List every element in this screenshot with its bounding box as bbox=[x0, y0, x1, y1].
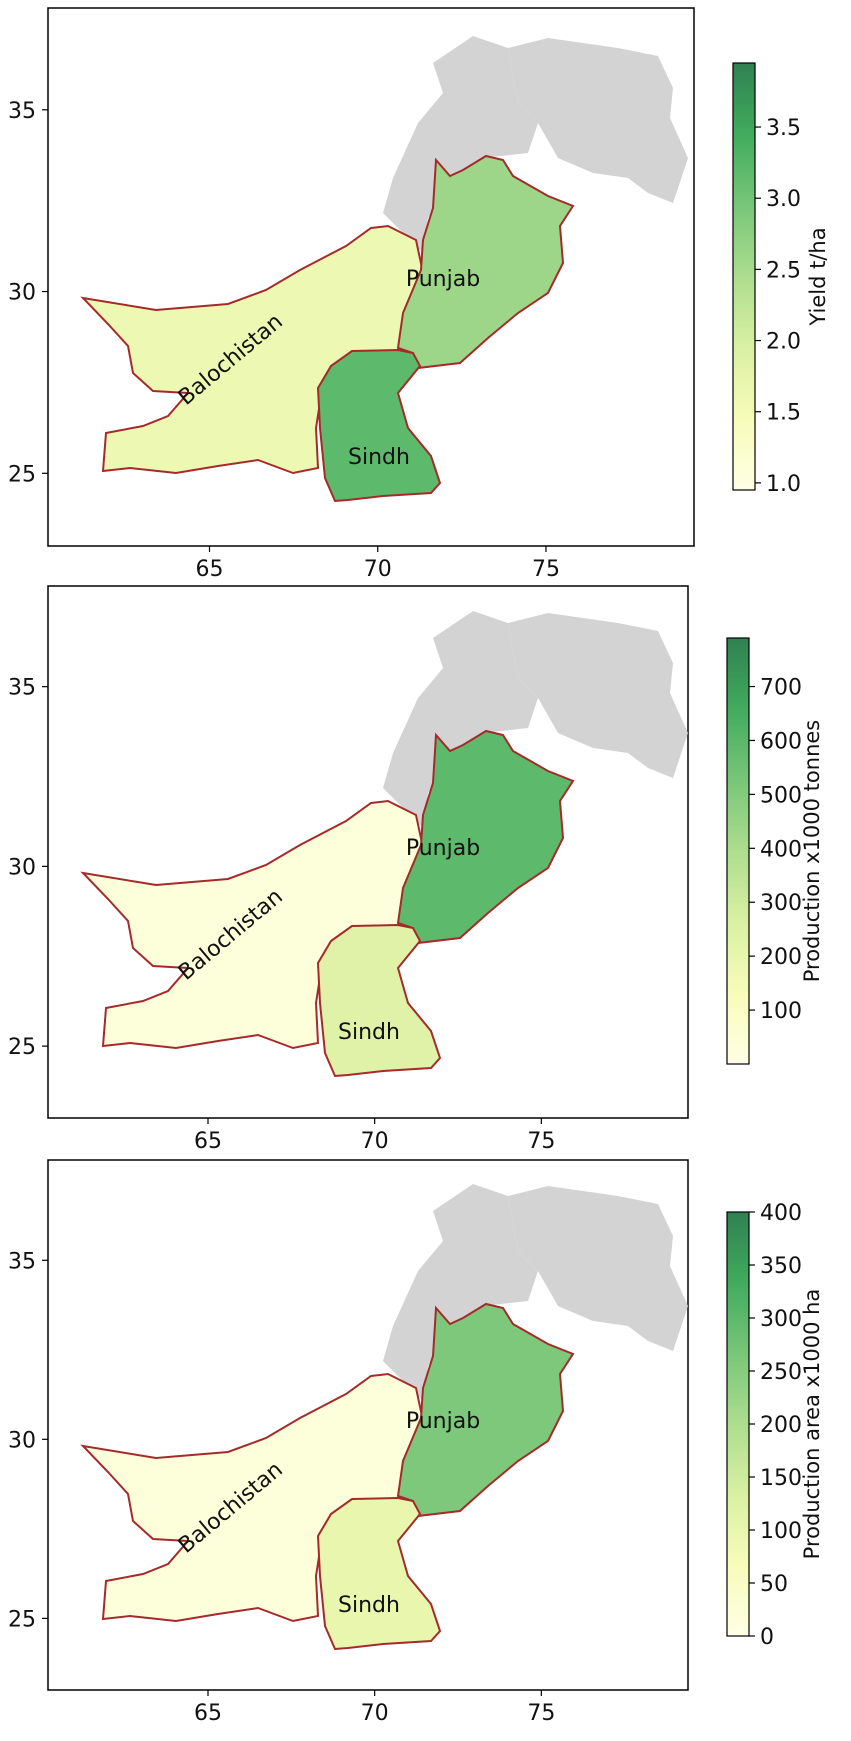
punjab-region bbox=[396, 1302, 575, 1518]
x-tick-label: 65 bbox=[194, 1129, 222, 1154]
x-tick-label: 65 bbox=[194, 1701, 222, 1726]
region-label-punjab: Punjab bbox=[406, 836, 480, 861]
colorbar-tick-label: 200 bbox=[760, 945, 802, 970]
colorbar-tick-label: 400 bbox=[760, 1201, 802, 1226]
colorbar-tick-label: 600 bbox=[760, 729, 802, 754]
colorbar-tick-label: 100 bbox=[760, 999, 802, 1024]
colorbar-tick-label: 2.5 bbox=[766, 258, 801, 283]
colorbar-tick-label: 100 bbox=[760, 1519, 802, 1544]
kashmir-no-data bbox=[508, 1186, 688, 1351]
colorbar-tick-label: 2.0 bbox=[766, 330, 801, 355]
x-tick-label: 75 bbox=[532, 557, 560, 582]
colorbar-tick-label: 3.5 bbox=[766, 116, 801, 141]
x-tick-label: 70 bbox=[364, 557, 392, 582]
y-tick-label: 35 bbox=[8, 1249, 36, 1274]
x-tick-label: 75 bbox=[527, 1129, 555, 1154]
y-tick-label: 25 bbox=[8, 462, 36, 487]
map-panel-yield: Punjab Balochistan Sindh 25 30 35 65 70 75 1… bbox=[8, 7, 830, 582]
y-tick-label: 30 bbox=[8, 281, 36, 306]
colorbar-scale bbox=[726, 637, 750, 1065]
x-axis: 65 70 75 bbox=[196, 546, 560, 582]
colorbar-area: 0 50 100 150 200 250 300 350 400 Production area … bbox=[726, 1201, 824, 1650]
y-tick-label: 35 bbox=[8, 676, 36, 701]
y-tick-label: 30 bbox=[8, 1428, 36, 1453]
x-axis: 65 70 75 bbox=[194, 1690, 555, 1726]
colorbar-scale bbox=[732, 62, 756, 491]
colorbar-tick-label: 150 bbox=[760, 1466, 802, 1491]
y-axis: 25 30 35 bbox=[8, 1249, 48, 1632]
colorbar-tick-label: 200 bbox=[760, 1413, 802, 1438]
x-tick-label: 70 bbox=[361, 1129, 389, 1154]
kashmir-no-data bbox=[508, 38, 688, 203]
sindh-region bbox=[316, 1496, 442, 1651]
region-label-sindh: Sindh bbox=[338, 1593, 400, 1618]
region-label-sindh: Sindh bbox=[338, 1020, 400, 1045]
sindh-region bbox=[316, 923, 442, 1078]
kashmir-no-data bbox=[508, 613, 688, 778]
map-panel-area: Punjab Balochistan Sindh 25 30 35 65 70 75 0… bbox=[8, 1159, 824, 1726]
colorbar-label: Production x1000 tonnes bbox=[800, 720, 824, 983]
colorbar-yield: 1.0 1.5 2.0 2.5 3.0 3.5 Yield t/ha bbox=[732, 62, 830, 497]
y-tick-label: 30 bbox=[8, 855, 36, 880]
balochistan-region bbox=[80, 224, 424, 475]
punjab-region bbox=[396, 154, 575, 370]
map-layer: Punjab Balochistan Sindh bbox=[80, 611, 688, 1078]
x-tick-label: 70 bbox=[361, 1701, 389, 1726]
y-axis: 25 30 35 bbox=[8, 99, 48, 487]
colorbar-tick-label: 400 bbox=[760, 837, 802, 862]
region-label-punjab: Punjab bbox=[406, 267, 480, 292]
colorbar-production: 100 200 300 400 500 600 700 Production x1000 to… bbox=[726, 637, 824, 1065]
y-tick-label: 35 bbox=[8, 99, 36, 124]
map-layer: Punjab Balochistan Sindh bbox=[80, 36, 688, 503]
sindh-region bbox=[316, 348, 442, 503]
colorbar-tick-label: 350 bbox=[760, 1254, 802, 1279]
colorbar-tick-label: 250 bbox=[760, 1360, 802, 1385]
kpk-no-data bbox=[383, 611, 538, 828]
colorbar-tick-label: 300 bbox=[760, 891, 802, 916]
colorbar-tick-label: 50 bbox=[760, 1572, 788, 1597]
colorbar-tick-label: 1.5 bbox=[766, 401, 801, 426]
y-tick-label: 25 bbox=[8, 1607, 36, 1632]
colorbar-tick-label: 0 bbox=[760, 1625, 774, 1650]
colorbar-tick-label: 700 bbox=[760, 676, 802, 701]
region-label-punjab: Punjab bbox=[406, 1409, 480, 1434]
map-panel-production: Punjab Balochistan Sindh 25 30 35 65 70 75 1… bbox=[8, 585, 824, 1154]
y-axis: 25 30 35 bbox=[8, 676, 48, 1060]
x-tick-label: 75 bbox=[527, 1701, 555, 1726]
colorbar-tick-label: 500 bbox=[760, 783, 802, 808]
x-tick-label: 65 bbox=[196, 557, 224, 582]
colorbar-tick-label: 300 bbox=[760, 1307, 802, 1332]
colorbar-label: Production area x1000 ha bbox=[800, 1289, 824, 1560]
punjab-region bbox=[396, 729, 575, 945]
colorbar-tick-label: 3.0 bbox=[766, 187, 801, 212]
colorbar-scale bbox=[726, 1211, 750, 1637]
kpk-no-data bbox=[383, 1184, 538, 1401]
colorbar-tick-label: 1.0 bbox=[766, 472, 801, 497]
region-label-sindh: Sindh bbox=[348, 445, 410, 470]
balochistan-region bbox=[80, 799, 424, 1050]
balochistan-region bbox=[80, 1372, 424, 1623]
colorbar-label: Yield t/ha bbox=[806, 227, 830, 326]
map-layer: Punjab Balochistan Sindh bbox=[80, 1184, 688, 1651]
x-axis: 65 70 75 bbox=[194, 1118, 555, 1154]
y-tick-label: 25 bbox=[8, 1035, 36, 1060]
kpk-no-data bbox=[383, 36, 538, 253]
